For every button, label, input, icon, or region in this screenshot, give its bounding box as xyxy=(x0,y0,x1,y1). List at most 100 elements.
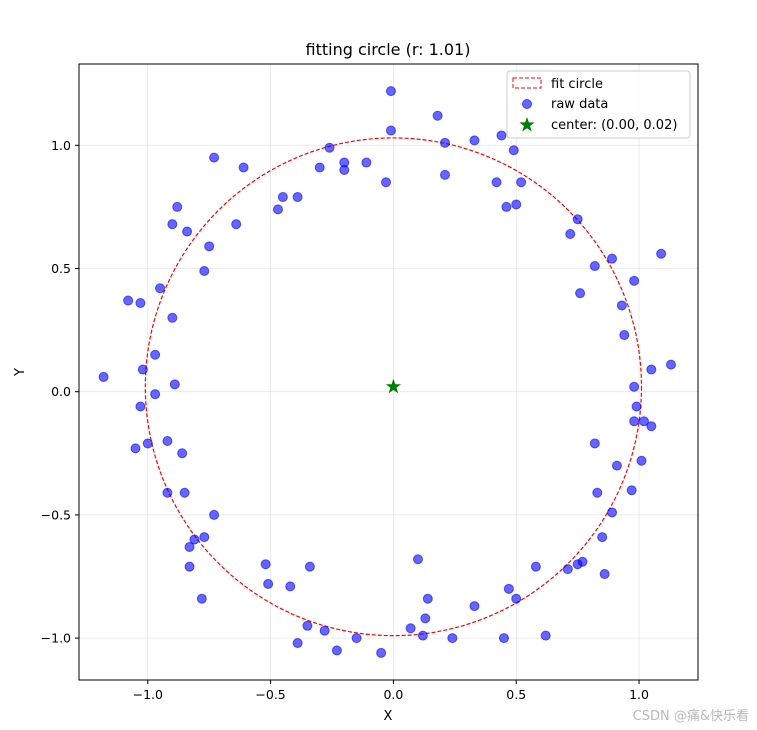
data-point xyxy=(646,364,657,375)
data-point xyxy=(589,438,600,449)
data-point xyxy=(565,229,576,240)
grid xyxy=(79,64,698,680)
data-point xyxy=(592,487,603,498)
data-point xyxy=(150,349,161,360)
data-point xyxy=(263,578,274,589)
data-point xyxy=(447,633,458,644)
data-point xyxy=(199,265,210,276)
data-point xyxy=(292,192,303,203)
legend-box xyxy=(506,70,691,139)
data-point xyxy=(209,509,220,520)
data-point xyxy=(589,261,600,272)
data-point xyxy=(137,364,148,375)
y-tick-label: 0.0 xyxy=(51,384,71,399)
chart-title: fitting circle (r: 1.01) xyxy=(306,40,471,59)
data-point xyxy=(142,438,153,449)
data-point xyxy=(607,253,618,264)
y-tick-label: 0.5 xyxy=(51,261,71,276)
data-point xyxy=(469,135,480,146)
data-point xyxy=(361,157,372,168)
legend-raw-data-label: raw data xyxy=(551,97,608,112)
data-point xyxy=(339,164,350,175)
data-point xyxy=(304,561,315,572)
plot-area-frame xyxy=(78,63,699,681)
data-point xyxy=(498,633,509,644)
data-point xyxy=(319,625,330,636)
legend: fit circle raw data center: (0.00, 0.02) xyxy=(506,70,691,139)
data-point xyxy=(417,630,428,641)
data-point xyxy=(231,219,242,230)
data-point xyxy=(182,226,193,237)
data-point xyxy=(599,569,610,580)
data-point xyxy=(196,593,207,604)
data-point xyxy=(665,359,676,370)
data-point xyxy=(511,199,522,210)
data-point xyxy=(167,312,178,323)
data-point xyxy=(314,162,325,173)
data-point xyxy=(496,130,507,141)
data-point xyxy=(501,201,512,212)
data-point xyxy=(619,330,630,341)
data-point xyxy=(123,295,134,306)
data-point xyxy=(177,448,188,459)
data-point xyxy=(172,201,183,212)
data-point xyxy=(439,169,450,180)
data-point xyxy=(646,421,657,432)
legend-fit-circle-label: fit circle xyxy=(551,77,603,92)
data-point xyxy=(260,559,271,570)
data-point xyxy=(351,633,362,644)
data-point xyxy=(179,487,190,498)
raw-data-points xyxy=(98,86,676,658)
center-marker-layer xyxy=(385,378,402,394)
data-point xyxy=(376,647,387,658)
data-point xyxy=(277,192,288,203)
data-point xyxy=(530,561,541,572)
data-point xyxy=(636,455,647,466)
data-point xyxy=(238,162,249,173)
data-point xyxy=(629,381,640,392)
y-axis-ticks: −1.0 −0.5 0.0 0.5 1.0 xyxy=(41,138,79,646)
data-point xyxy=(412,554,423,565)
data-point xyxy=(169,379,180,390)
data-point xyxy=(629,275,640,286)
data-point xyxy=(324,142,335,153)
data-point xyxy=(98,371,109,382)
data-point xyxy=(167,219,178,230)
data-point xyxy=(331,645,342,656)
data-point xyxy=(508,145,519,156)
data-point xyxy=(302,620,313,631)
fit-circle xyxy=(144,137,643,637)
data-point xyxy=(491,177,502,188)
data-point xyxy=(385,86,396,97)
data-point xyxy=(184,561,195,572)
y-tick-label: −1.0 xyxy=(41,631,71,646)
x-tick-label: 0.5 xyxy=(506,687,526,702)
y-tick-label: −0.5 xyxy=(41,507,71,522)
data-point xyxy=(272,204,283,215)
data-point xyxy=(381,177,392,188)
data-point xyxy=(616,300,627,311)
x-tick-label: −1.0 xyxy=(133,687,163,702)
data-point xyxy=(638,416,649,427)
data-point xyxy=(611,460,622,471)
x-axis-label: X xyxy=(384,709,393,724)
legend-center-marker xyxy=(519,117,535,132)
data-point xyxy=(540,630,551,641)
data-point xyxy=(572,559,583,570)
data-point xyxy=(656,248,667,259)
x-tick-label: 1.0 xyxy=(629,687,649,702)
data-point xyxy=(150,389,161,400)
data-point xyxy=(405,623,416,634)
center-star-marker xyxy=(385,378,402,394)
data-point xyxy=(629,416,640,427)
plot-area-background xyxy=(79,64,698,680)
data-point xyxy=(511,593,522,604)
data-point xyxy=(631,401,642,412)
data-point xyxy=(562,564,573,575)
data-point xyxy=(130,443,141,454)
data-point xyxy=(420,613,431,624)
data-point xyxy=(575,288,586,299)
data-point xyxy=(572,214,583,225)
x-axis-ticks: −1.0 −0.5 0.0 0.5 1.0 xyxy=(133,680,649,702)
